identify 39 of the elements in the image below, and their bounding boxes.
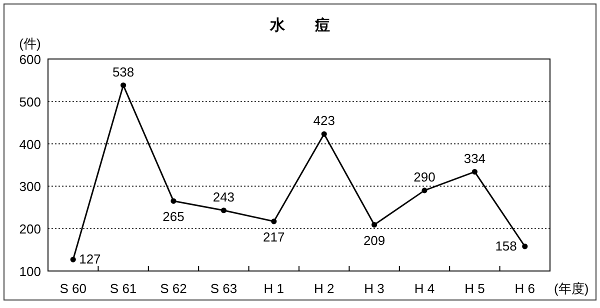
data-label: 538 xyxy=(112,64,134,80)
title: 水 痘 xyxy=(270,17,330,34)
y-tick-label: 400 xyxy=(19,136,41,152)
point xyxy=(522,244,528,250)
data-label: 209 xyxy=(363,232,386,248)
x-tick-label: H 3 xyxy=(364,281,384,296)
ylabel: (件) xyxy=(19,36,41,51)
point xyxy=(120,82,126,88)
x-tick-label: H 5 xyxy=(464,281,485,296)
point xyxy=(220,208,226,214)
data-label: 158 xyxy=(495,238,517,254)
point xyxy=(271,218,277,224)
x-tick-label: H 1 xyxy=(264,281,284,296)
data-label: 290 xyxy=(414,169,436,184)
x-tick-label: S 62 xyxy=(160,281,187,296)
x-tick-label: H 2 xyxy=(314,281,334,296)
data-label: 334 xyxy=(464,150,486,166)
y-tick-label: 300 xyxy=(19,179,41,194)
y-tick-label: 100 xyxy=(19,264,41,279)
x-tick-label: S 61 xyxy=(110,281,137,296)
data-label: 243 xyxy=(212,189,235,204)
point xyxy=(472,168,478,175)
y-tick-label: 600 xyxy=(19,52,41,67)
point xyxy=(170,198,176,204)
x-tick-label: S 60 xyxy=(60,281,86,296)
y-tick-label: 500 xyxy=(19,94,41,110)
x-tick-label: S 63 xyxy=(210,281,238,296)
data-label: 423 xyxy=(313,113,335,128)
point xyxy=(321,131,327,137)
data-label: 265 xyxy=(162,209,184,224)
point xyxy=(372,222,378,228)
x-tick-label: H 4 xyxy=(414,281,435,296)
y-tick-label: 200 xyxy=(19,222,41,237)
point xyxy=(422,188,428,194)
data-label: 217 xyxy=(263,229,285,244)
xlabel: (年度) xyxy=(554,281,589,296)
data-label: 127 xyxy=(79,252,101,267)
x-tick-label: H 6 xyxy=(514,281,536,296)
point xyxy=(70,256,76,262)
